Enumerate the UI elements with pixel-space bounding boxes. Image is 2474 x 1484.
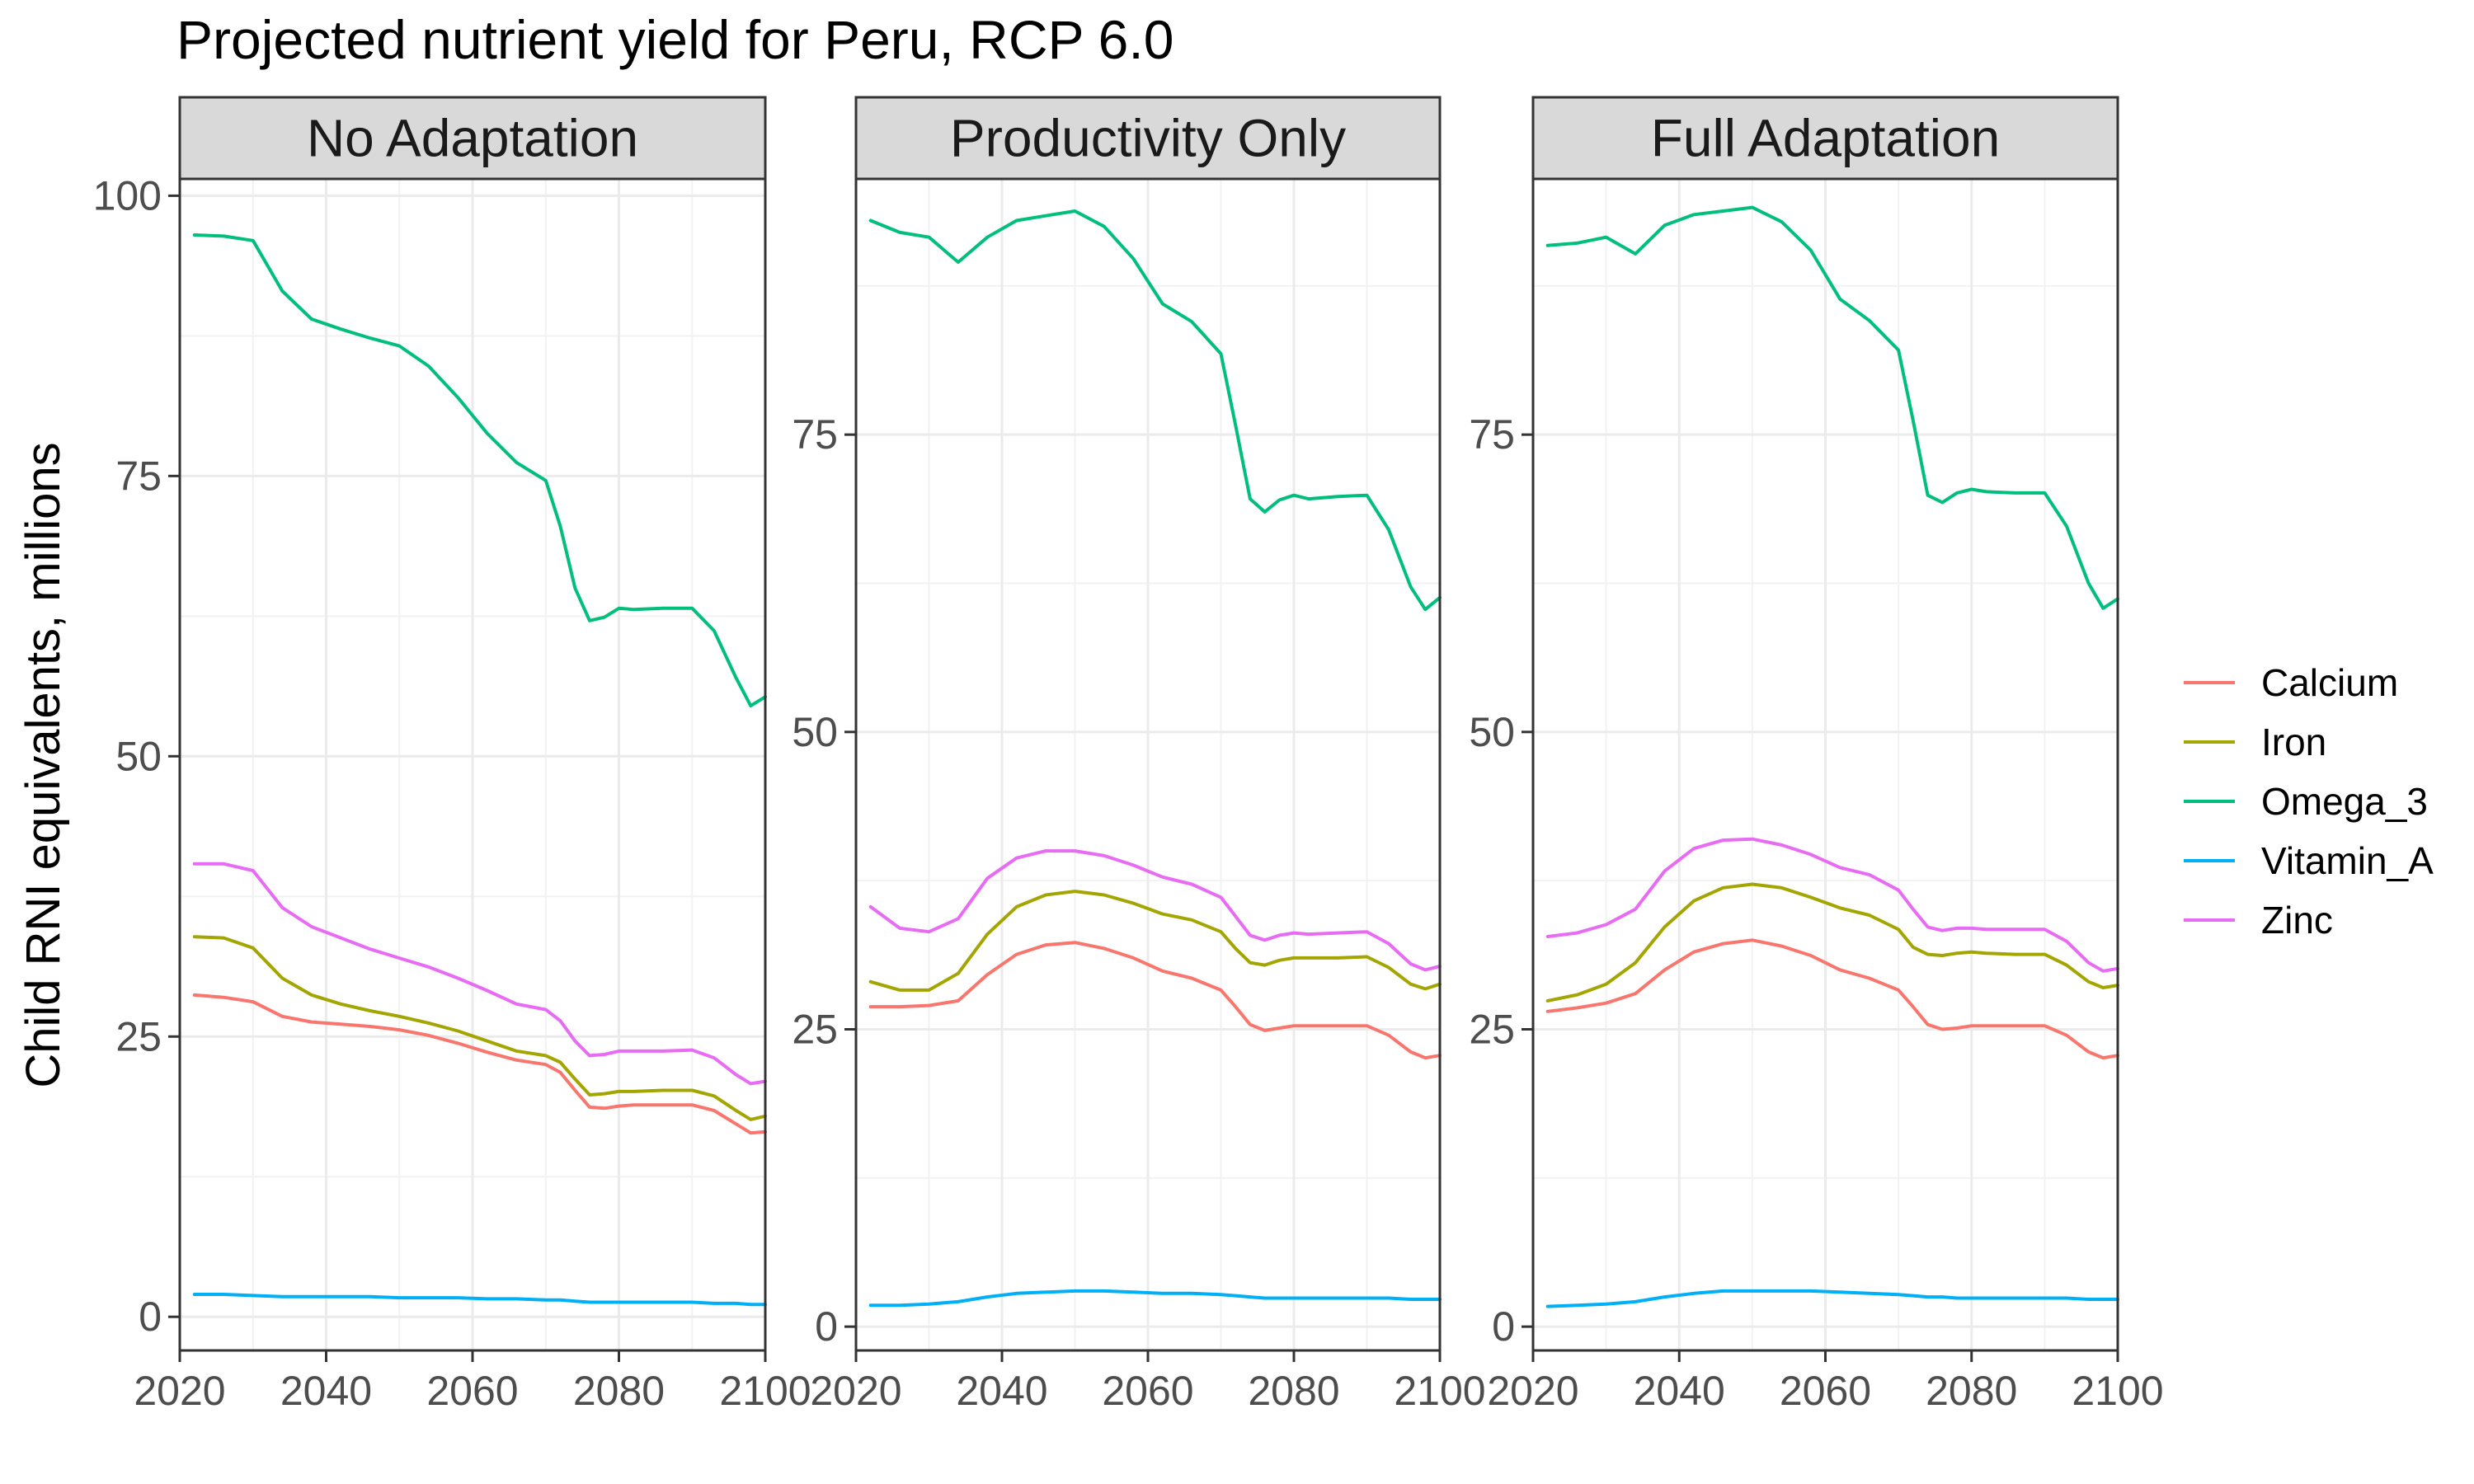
series-line-iron <box>868 890 1442 992</box>
chart-title: Projected nutrient yield for Peru, RCP 6… <box>176 9 1174 70</box>
series-line-zinc <box>192 862 767 1086</box>
series-line-calcium <box>868 941 1442 1060</box>
x-tick-label: 2080 <box>573 1368 665 1414</box>
facet-panel-full-adaptation: Full Adaptation 2020 2040 2060 2080 2100 0 25 50… <box>1469 96 2164 1414</box>
y-tick-label: 25 <box>115 1013 162 1059</box>
legend-label-zinc: Zinc <box>2261 899 2333 942</box>
series-line-vitamin-a <box>1545 1289 2119 1308</box>
legend-label-vitamin-a: Vitamin_A <box>2261 839 2434 882</box>
series-line-zinc <box>1545 837 2119 973</box>
series-line-calcium <box>192 993 767 1135</box>
y-tick-label: 50 <box>115 733 162 779</box>
x-tick-label: 2040 <box>280 1368 372 1414</box>
facet-strip <box>854 96 1442 181</box>
y-tick-label: 0 <box>1492 1303 1515 1350</box>
y-tick-label: 50 <box>792 709 838 755</box>
facet-strip-label: Full Adaptation <box>1651 109 2000 168</box>
y-axis-title: Child RNI equivalents, millions <box>16 442 70 1087</box>
series-line-omega-3 <box>192 233 767 708</box>
x-tick-label: 2020 <box>1487 1368 1578 1414</box>
series-line-omega-3 <box>1545 205 2119 610</box>
x-tick-label: 2080 <box>1248 1368 1339 1414</box>
x-tick-label: 2100 <box>1394 1368 1485 1414</box>
x-tick-label: 2020 <box>134 1368 225 1414</box>
facet-panel-productivity-only: Productivity Only 2020 2040 2060 2080 2100 0 25… <box>792 96 1486 1414</box>
y-tick-label: 75 <box>1469 411 1515 458</box>
facet-strip-label: No Adaptation <box>307 109 638 168</box>
y-tick-label: 0 <box>815 1303 838 1350</box>
series-line-zinc <box>868 849 1442 972</box>
series-line-iron <box>1545 882 2119 1003</box>
series-line-iron <box>192 935 767 1121</box>
x-tick-label: 2060 <box>1780 1368 1871 1414</box>
x-tick-label: 2100 <box>719 1368 811 1414</box>
x-tick-label: 2060 <box>1102 1368 1193 1414</box>
facet-strip <box>1531 96 2119 181</box>
y-tick-label: 25 <box>1469 1006 1515 1052</box>
facet-strip <box>178 96 767 181</box>
legend: Calcium Iron Omega_3 Vitamin_A Zinc <box>2184 661 2434 942</box>
x-tick-label: 2080 <box>1926 1368 2017 1414</box>
y-tick-label: 75 <box>792 411 838 458</box>
y-tick-label: 50 <box>1469 709 1515 755</box>
facet-panel-no-adaptation: No Adaptation 2020 2040 2060 2080 2100 0 25 50 75… <box>93 96 811 1414</box>
y-tick-label: 100 <box>93 172 162 218</box>
series-line-vitamin-a <box>192 1293 767 1307</box>
legend-label-omega-3: Omega_3 <box>2261 780 2428 823</box>
series-line-vitamin-a <box>868 1289 1442 1308</box>
series-line-calcium <box>1545 938 2119 1060</box>
series-line-omega-3 <box>868 209 1442 612</box>
x-tick-label: 2040 <box>1634 1368 1725 1414</box>
legend-label-iron: Iron <box>2261 721 2326 763</box>
y-tick-label: 0 <box>139 1294 162 1340</box>
facet-strip-label: Productivity Only <box>950 109 1346 168</box>
x-tick-label: 2060 <box>426 1368 518 1414</box>
x-tick-label: 2020 <box>810 1368 901 1414</box>
x-tick-label: 2100 <box>2072 1368 2163 1414</box>
legend-label-calcium: Calcium <box>2261 661 2398 704</box>
y-tick-label: 25 <box>792 1006 838 1052</box>
y-tick-label: 75 <box>115 453 162 499</box>
x-tick-label: 2040 <box>956 1368 1047 1414</box>
